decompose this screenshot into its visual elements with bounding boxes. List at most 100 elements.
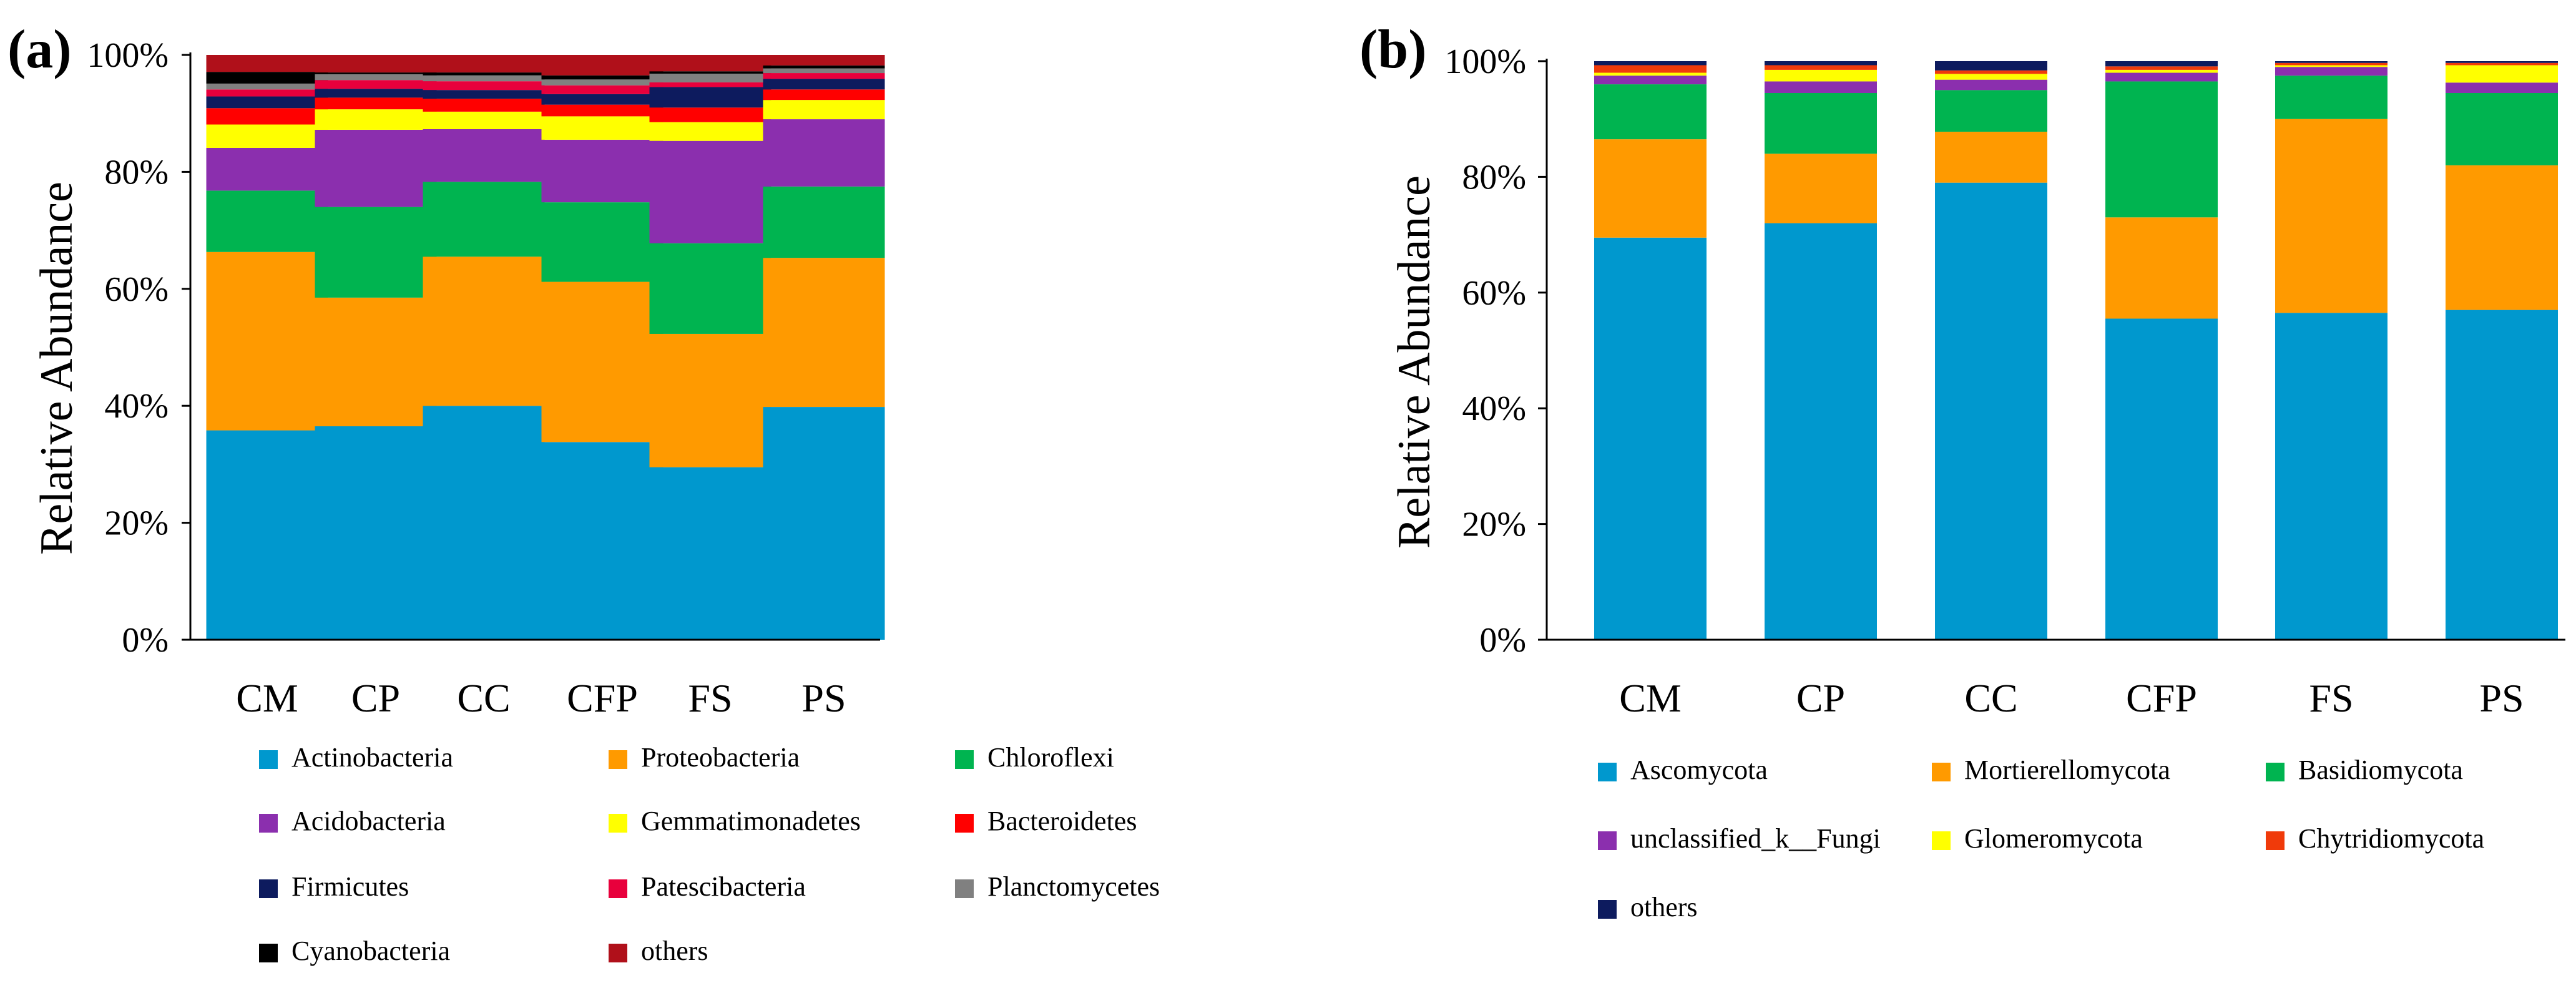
legend-swatch bbox=[1932, 763, 1951, 781]
panel-a-segment-cp-chloroflexi bbox=[315, 207, 437, 298]
panel-b-segment-cp-glomeromycota bbox=[1765, 69, 1877, 82]
legend-item-unclassified-k-fungi: unclassified_k__Fungi bbox=[1598, 823, 1881, 854]
panel-a-segment-ps-acidobacteria bbox=[763, 119, 885, 187]
panel-b-segment-ps-glomeromycota bbox=[2446, 65, 2558, 83]
panel-a-segment-cm-others bbox=[206, 55, 328, 72]
panel-b-segment-cc-basidiomycota bbox=[1935, 90, 2047, 132]
legend-item-basidiomycota: Basidiomycota bbox=[2266, 755, 2463, 785]
panel-a-segment-cm-actinobacteria bbox=[206, 430, 328, 640]
panel-b-segment-cfp-chytridiomycota bbox=[2105, 66, 2218, 70]
panel-b-x-tick-ps: PS bbox=[2479, 676, 2524, 720]
panel-a-segment-fs-acidobacteria bbox=[649, 140, 771, 243]
panel-a-segment-cfp-gemmatimonadetes bbox=[541, 116, 664, 140]
panel-b-segment-cm-chytridiomycota bbox=[1594, 65, 1707, 73]
panel-b-segment-cc-unclassified-k-fungi bbox=[1935, 79, 2047, 90]
panel-a-y-tick-label: 60% bbox=[104, 270, 169, 309]
panel-a-segment-cc-planctomycetes bbox=[423, 75, 545, 82]
legend-label: Chloroflexi bbox=[987, 742, 1114, 773]
panel-a-segment-cc-actinobacteria bbox=[423, 406, 545, 640]
panel-b-bar-cp bbox=[1765, 61, 1877, 640]
legend-swatch bbox=[259, 750, 278, 769]
panel-b-y-ticks: 0% 20% 40% 60% 80% 100% bbox=[1444, 42, 1547, 660]
panel-a-segment-fs-gemmatimonadetes bbox=[649, 122, 771, 141]
panel-b-segment-fs-unclassified-k-fungi bbox=[2275, 67, 2387, 76]
legend-swatch bbox=[955, 879, 974, 898]
panel-a-segment-cc-gemmatimonadetes bbox=[423, 111, 545, 129]
panel-a-segment-cp-actinobacteria bbox=[315, 426, 437, 640]
panel-b-segment-cm-unclassified-k-fungi bbox=[1594, 76, 1707, 85]
panel-a-segment-ps-chloroflexi bbox=[763, 186, 885, 258]
panel-a-segment-ps-actinobacteria bbox=[763, 407, 885, 640]
panel-b-y-tick-label: 20% bbox=[1462, 506, 1526, 544]
panel-a-segment-cfp-planctomycetes bbox=[541, 79, 664, 86]
panel-b-segment-ps-unclassified-k-fungi bbox=[2446, 82, 2558, 93]
legend-item-acidobacteria: Acidobacteria bbox=[259, 806, 446, 836]
panel-a-segment-fs-planctomycetes bbox=[649, 73, 771, 83]
panel-a-segment-ps-others bbox=[763, 55, 885, 66]
panel-a-segment-cp-cyanobacteria bbox=[315, 72, 437, 74]
panel-a-bar-cm bbox=[206, 55, 328, 640]
legend-swatch bbox=[955, 814, 974, 833]
panel-a-y-tick-label: 100% bbox=[87, 36, 169, 75]
panel-b-legend: Ascomycota Mortierellomycota Basidiomycota… bbox=[1598, 755, 2484, 922]
legend-swatch bbox=[609, 750, 627, 769]
legend-swatch bbox=[259, 944, 278, 962]
panel-a-y-ticks: 0% 20% 40% 60% 80% 100% bbox=[87, 36, 190, 660]
legend-label: Basidiomycota bbox=[2298, 755, 2463, 785]
legend-item-proteobacteria: Proteobacteria bbox=[609, 742, 800, 773]
legend-label: Mortierellomycota bbox=[1964, 755, 2170, 785]
panel-b-bar-cc bbox=[1935, 61, 2047, 640]
panel-b-label: (b) bbox=[1359, 19, 1427, 80]
panel-b-x-ticks: CM CP CC CFP FS PS bbox=[1619, 676, 2524, 720]
panel-a-segment-cp-gemmatimonadetes bbox=[315, 109, 437, 130]
panel-a-segment-cm-chloroflexi bbox=[206, 190, 328, 252]
panel-b-x-tick-cfp: CFP bbox=[2126, 676, 2197, 720]
panel-a-segment-cfp-actinobacteria bbox=[541, 442, 664, 640]
panel-a-segment-cp-others bbox=[315, 55, 437, 73]
panel-b-segment-cc-glomeromycota bbox=[1935, 74, 2047, 80]
panel-a-segment-cc-chloroflexi bbox=[423, 182, 545, 257]
legend-label: Glomeromycota bbox=[1964, 823, 2143, 854]
panel-a-bar-cfp bbox=[541, 55, 664, 640]
panel-b-x-tick-cm: CM bbox=[1619, 676, 1682, 720]
panel-b-segment-cp-basidiomycota bbox=[1765, 92, 1877, 154]
panel-b-segment-cp-unclassified-k-fungi bbox=[1765, 81, 1877, 93]
panel-b-bar-fs bbox=[2275, 61, 2387, 640]
panel-b-segment-cp-mortierellomycota bbox=[1765, 154, 1877, 223]
panel-b-segment-cfp-others bbox=[2105, 61, 2218, 67]
panel-a-segment-fs-others bbox=[649, 55, 771, 72]
panel-b-fungi: (b) Relative Abundance 0% 20% 40% 60% 80% 100… bbox=[1359, 19, 2565, 922]
panel-a-segment-fs-proteobacteria bbox=[649, 333, 771, 467]
panel-a-legend: Actinobacteria Proteobacteria Chloroflexi A… bbox=[259, 742, 1160, 966]
panel-a-segment-cfp-acidobacteria bbox=[541, 139, 664, 203]
panel-a-x-tick-cc: CC bbox=[457, 676, 510, 720]
panel-a-segment-ps-patescibacteria bbox=[763, 73, 885, 79]
panel-b-segment-ps-chytridiomycota bbox=[2446, 62, 2558, 66]
legend-label: Bacteroidetes bbox=[987, 806, 1137, 836]
panel-a-segment-ps-proteobacteria bbox=[763, 258, 885, 408]
legend-label: Planctomycetes bbox=[987, 871, 1160, 902]
legend-item-mortierellomycota: Mortierellomycota bbox=[1932, 755, 2170, 785]
panel-a-segment-cm-gemmatimonadetes bbox=[206, 124, 328, 148]
panel-a-bars bbox=[206, 55, 885, 640]
panel-a-segment-fs-firmicutes bbox=[649, 87, 771, 108]
legend-label: Proteobacteria bbox=[641, 742, 800, 773]
panel-b-y-tick-label: 40% bbox=[1462, 389, 1526, 428]
legend-swatch bbox=[609, 879, 627, 898]
panel-a-y-axis-title: Relative Abundance bbox=[31, 182, 82, 555]
panel-a-segment-cp-bacteroidetes bbox=[315, 97, 437, 110]
panel-b-bar-cm bbox=[1594, 61, 1707, 640]
legend-item-others: others bbox=[1598, 892, 1698, 922]
panel-b-segment-fs-glomeromycota bbox=[2275, 65, 2387, 67]
panel-a-segment-fs-bacteroidetes bbox=[649, 107, 771, 122]
panel-a-x-tick-cp: CP bbox=[351, 676, 400, 720]
panel-a-segment-ps-planctomycetes bbox=[763, 68, 885, 74]
panel-b-segment-cfp-basidiomycota bbox=[2105, 81, 2218, 218]
legend-swatch bbox=[609, 814, 627, 833]
panel-b-x-tick-cp: CP bbox=[1796, 676, 1845, 720]
panel-b-segment-ps-mortierellomycota bbox=[2446, 165, 2558, 310]
legend-swatch bbox=[1598, 831, 1617, 850]
legend-label: Chytridiomycota bbox=[2298, 823, 2484, 854]
panel-a-segment-fs-actinobacteria bbox=[649, 467, 771, 640]
